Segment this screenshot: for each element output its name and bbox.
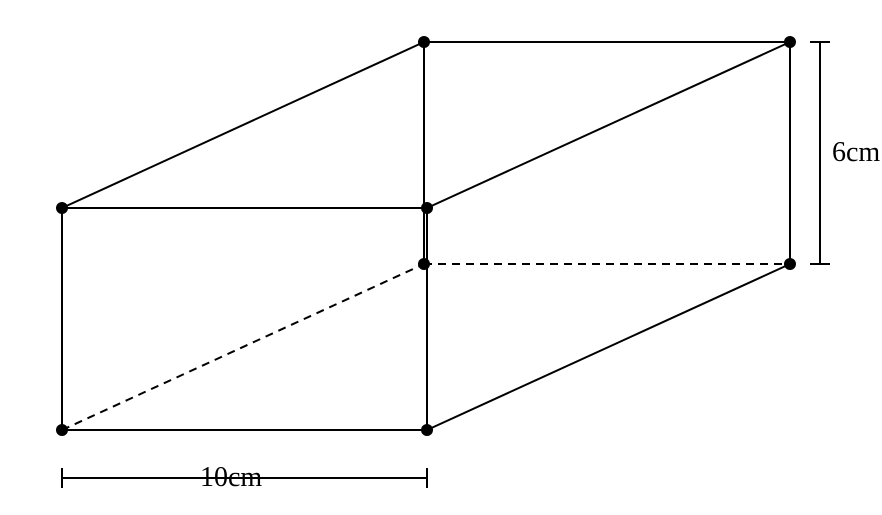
vertex-dot xyxy=(784,36,796,48)
box-3d-diagram xyxy=(0,0,882,515)
box-edge xyxy=(62,264,424,430)
box-edge xyxy=(62,42,424,208)
vertex-dot xyxy=(421,424,433,436)
vertex-dot xyxy=(421,202,433,214)
width-dimension-label: 10cm xyxy=(200,462,262,494)
box-edge xyxy=(427,264,790,430)
vertex-dot xyxy=(418,258,430,270)
box-edge xyxy=(427,42,790,208)
vertex-dot xyxy=(784,258,796,270)
vertex-dot xyxy=(56,424,68,436)
height-dimension-label: 6cm xyxy=(832,137,880,169)
vertex-dot xyxy=(56,202,68,214)
box-edges xyxy=(62,42,790,430)
vertex-dot xyxy=(418,36,430,48)
